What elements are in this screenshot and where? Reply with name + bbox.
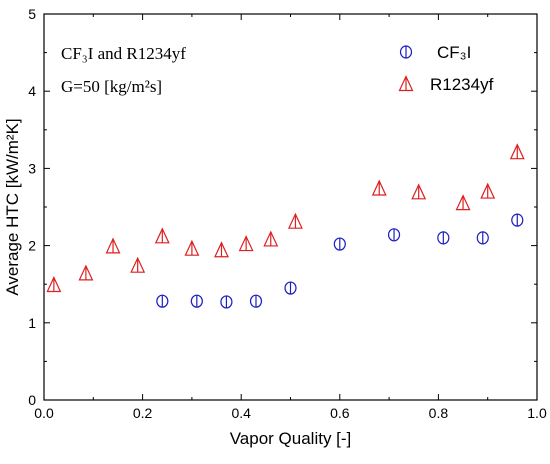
r1234yf-point bbox=[371, 179, 387, 196]
legend-marker-cf3i bbox=[399, 45, 413, 59]
y-tick-label: 4 bbox=[28, 83, 36, 99]
cf3i-point bbox=[476, 231, 489, 245]
legend-marker-r1234yf bbox=[398, 75, 414, 92]
cf3i-point bbox=[333, 237, 346, 251]
r1234yf-point bbox=[105, 237, 121, 254]
y-tick-label: 0 bbox=[28, 392, 36, 408]
cf3i-point bbox=[220, 295, 233, 309]
x-tick-label: 0.2 bbox=[133, 405, 153, 421]
r1234yf-point bbox=[455, 194, 471, 211]
cf3i-point bbox=[284, 281, 297, 295]
r1234yf-point bbox=[263, 230, 279, 247]
cf3i-point bbox=[190, 294, 203, 308]
x-axis-title: Vapor Quality [-] bbox=[230, 429, 352, 448]
legend-marker-cf3i-shape bbox=[399, 45, 413, 59]
r1234yf-point bbox=[480, 182, 496, 199]
legend-marker-r1234yf-shape bbox=[398, 75, 414, 92]
x-tick-label: 0.0 bbox=[34, 405, 54, 421]
cf3i-point bbox=[387, 228, 401, 242]
cf3i-point bbox=[249, 294, 263, 308]
y-axis-title: Average HTC [kW/m²K] bbox=[3, 118, 22, 295]
r1234yf-point bbox=[214, 241, 229, 258]
cf3i-point bbox=[437, 231, 450, 245]
r1234yf-point bbox=[46, 276, 62, 293]
axis-ticks bbox=[43, 13, 538, 401]
r1234yf-point bbox=[238, 235, 254, 252]
r1234yf-point bbox=[130, 256, 146, 273]
legend: CF₃I R1234yf bbox=[398, 43, 494, 94]
cf3i-point bbox=[511, 213, 524, 227]
y-tick-label: 1 bbox=[28, 315, 36, 331]
y-tick-label: 5 bbox=[28, 6, 36, 22]
legend-label-cf3i: CF₃I bbox=[437, 43, 471, 62]
r1234yf-point bbox=[287, 212, 303, 229]
tick-labels: 0.0 0.2 0.4 0.6 0.8 1.0 0 1 2 3 4 5 bbox=[28, 6, 547, 421]
r1234yf-point bbox=[78, 264, 94, 281]
y-tick-label: 2 bbox=[28, 238, 36, 254]
legend-label-r1234yf: R1234yf bbox=[430, 75, 494, 94]
data-marks bbox=[46, 143, 525, 309]
x-tick-label: 0.6 bbox=[330, 405, 350, 421]
x-tick-label: 1.0 bbox=[527, 405, 547, 421]
y-tick-label: 3 bbox=[28, 160, 36, 176]
r1234yf-point bbox=[411, 183, 427, 200]
cf3i-point bbox=[156, 294, 169, 308]
r1234yf-point bbox=[184, 239, 200, 256]
annotation-refrigerants: CF₃I and R1234yf bbox=[61, 44, 186, 63]
r1234yf-point bbox=[509, 143, 525, 160]
annotation-mass-flux: G=50 [kg/m²s] bbox=[61, 77, 162, 96]
r1234yf-point bbox=[154, 227, 170, 244]
x-tick-label: 0.8 bbox=[429, 405, 449, 421]
x-tick-label: 0.4 bbox=[231, 405, 251, 421]
